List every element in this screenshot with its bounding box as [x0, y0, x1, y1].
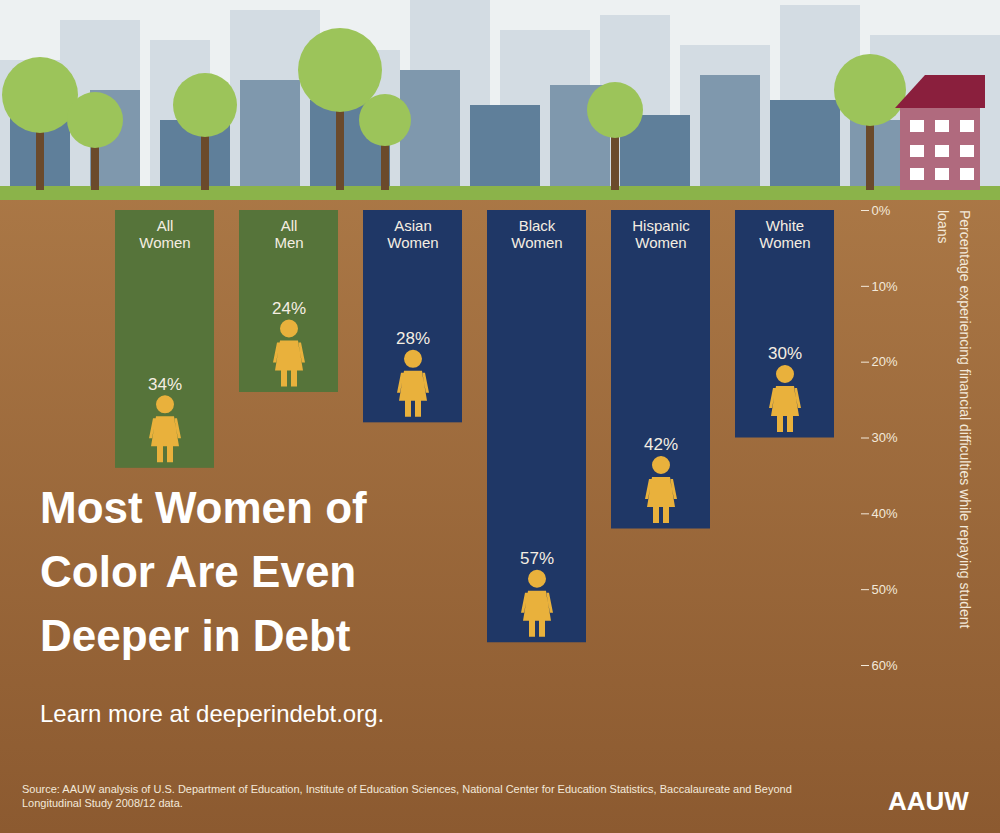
svg-text:20%: 20% — [872, 354, 898, 369]
svg-text:30%: 30% — [872, 430, 898, 445]
svg-text:BlackWomen: BlackWomen — [511, 217, 562, 251]
svg-text:57%: 57% — [520, 549, 554, 568]
html-text:Learn more at deeperindebt.org: Learn more at deeperindebt.org. — [40, 700, 385, 727]
html-text:Most Women of Color Are Even D: Most Women of Color Are Even Deeper in D… — [40, 483, 367, 660]
svg-text:AllMen: AllMen — [274, 217, 303, 251]
html-text:AAUW: AAUW — [888, 786, 969, 816]
svg-text:WhiteWomen: WhiteWomen — [759, 217, 810, 251]
svg-text:AsianWomen: AsianWomen — [387, 217, 438, 251]
svg-text:0%: 0% — [872, 203, 891, 218]
svg-text:34%: 34% — [148, 375, 182, 394]
svg-text:60%: 60% — [872, 658, 898, 673]
svg-text:AllWomen: AllWomen — [139, 217, 190, 251]
svg-text:40%: 40% — [872, 506, 898, 521]
html-text:Source: AAUW analysis of U.S.: Source: AAUW analysis of U.S. Department… — [22, 783, 792, 809]
svg-text:10%: 10% — [872, 278, 898, 293]
svg-text:24%: 24% — [272, 299, 306, 318]
svg-text:28%: 28% — [396, 329, 430, 348]
svg-text:50%: 50% — [872, 582, 898, 597]
svg-text:42%: 42% — [644, 435, 678, 454]
svg-text:30%: 30% — [768, 344, 802, 363]
svg-text:HispanicWomen: HispanicWomen — [632, 217, 690, 251]
html-text:Percentage experiencing financ: Percentage experiencing financial diffic… — [935, 210, 973, 629]
